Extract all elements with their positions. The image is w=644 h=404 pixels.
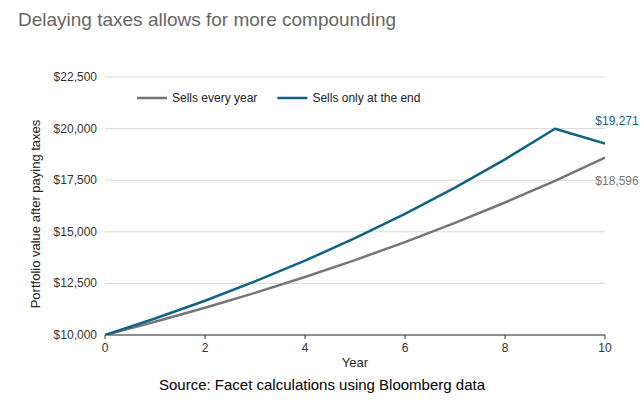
- x-axis-line: [105, 335, 605, 336]
- legend: Sells every year Sells only at the end: [137, 91, 420, 105]
- title: Delaying taxes allows for more compoundi…: [18, 9, 396, 30]
- x-tick: [405, 335, 406, 339]
- legend-swatch: [277, 97, 307, 100]
- grid-line: [105, 335, 605, 336]
- x-tick: [505, 335, 506, 339]
- y-tick-label: $20,000: [54, 122, 98, 136]
- x-axis-title: Year: [342, 355, 369, 370]
- data-label: $19,271: [595, 114, 639, 128]
- x-tick-label: 10: [598, 341, 612, 355]
- grid-line: [105, 180, 605, 181]
- x-tick: [605, 335, 606, 339]
- y-tick-label: $15,000: [54, 225, 98, 239]
- source: Source: Facet calculations using Bloombe…: [159, 376, 486, 393]
- grid-line: [105, 283, 605, 284]
- grid-line: [105, 231, 605, 232]
- plot-area: [105, 129, 605, 335]
- grid-line: [105, 128, 605, 129]
- x-tick-label: 8: [502, 341, 509, 355]
- grid-line: [105, 77, 605, 78]
- legend-swatch: [137, 97, 167, 100]
- x-tick-label: 6: [402, 341, 409, 355]
- x-tick-label: 2: [202, 341, 209, 355]
- legend-label: Sells only at the end: [312, 91, 420, 105]
- data-label: $18,596: [595, 174, 639, 188]
- y-tick-label: $22,500: [54, 70, 98, 84]
- y-tick-label: $10,000: [54, 328, 98, 342]
- series-line: [105, 129, 605, 335]
- y-axis-title: Portfolio value after paying taxes: [28, 119, 43, 308]
- y-tick-label: $17,500: [54, 173, 98, 187]
- y-tick-label: $12,500: [54, 276, 98, 290]
- x-tick: [205, 335, 206, 339]
- legend-label: Sells every year: [172, 91, 257, 105]
- chart: Delaying taxes allows for more compoundi…: [0, 0, 644, 404]
- x-tick: [105, 335, 106, 339]
- x-tick-label: 0: [102, 341, 109, 355]
- x-tick: [305, 335, 306, 339]
- x-tick-label: 4: [302, 341, 309, 355]
